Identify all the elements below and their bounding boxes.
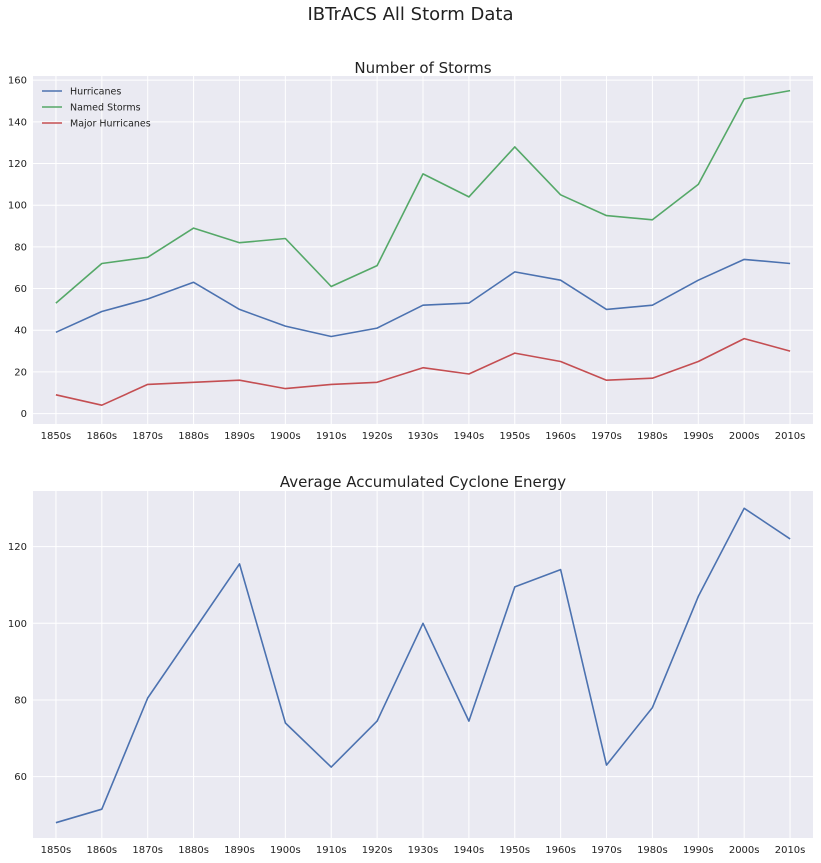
x-tick-label: 1970s <box>591 845 622 856</box>
x-tick-label: 1900s <box>270 845 301 856</box>
x-tick-label: 1880s <box>178 845 209 856</box>
chart-2: 1850s 1860s 1870s 1880s 1890s 1900s 1910s 1920s… <box>8 473 813 856</box>
x-tick-label: 1910s <box>316 431 347 442</box>
x-tick-label: 1860s <box>86 845 117 856</box>
legend-label-named-storms: Named Storms <box>70 103 141 114</box>
chart-title: Number of Storms <box>354 59 491 77</box>
figure-title: IBTrACS All Storm Data <box>307 4 514 25</box>
x-tick-label: 1870s <box>132 845 163 856</box>
x-tick-label: 1940s <box>454 431 485 442</box>
x-tick-label: 2010s <box>775 431 806 442</box>
x-tick-label: 1910s <box>316 845 347 856</box>
legend-label-major-hurricanes: Major Hurricanes <box>70 119 151 130</box>
legend-label-hurricanes: Hurricanes <box>70 87 121 98</box>
x-tick-label: 1980s <box>637 845 668 856</box>
x-tick-label: 2000s <box>729 845 760 856</box>
y-tick-label: 140 <box>8 117 27 128</box>
y-tick-label: 40 <box>14 326 27 337</box>
x-tick-label: 1930s <box>408 431 439 442</box>
x-tick-label: 2000s <box>729 431 760 442</box>
x-tick-label: 1920s <box>362 431 393 442</box>
x-tick-label: 1850s <box>41 845 72 856</box>
x-tick-label: 1950s <box>499 431 530 442</box>
x-tick-label: 1940s <box>454 845 485 856</box>
y-tick-label: 0 <box>21 409 27 420</box>
named-storms-line <box>55 89 791 304</box>
legend: Hurricanes Named Storms Major Hurricanes <box>42 87 151 130</box>
y-tick-label: 20 <box>14 367 27 378</box>
x-tick-label: 1930s <box>408 845 439 856</box>
y-tick-label: 80 <box>14 695 27 706</box>
x-tick-label: 1980s <box>637 431 668 442</box>
hurricanes-line <box>55 258 791 338</box>
x-tick-label: 1890s <box>224 431 255 442</box>
chart-title: Average Accumulated Cyclone Energy <box>280 473 566 491</box>
x-tick-label: 2010s <box>775 845 806 856</box>
major-hurricanes-line <box>55 337 791 407</box>
x-tick-label: 1850s <box>41 431 72 442</box>
chart-1: 1850s 1860s 1870s 1880s 1890s 1900s 1910s 1920s… <box>8 59 813 442</box>
x-tick-label: 1990s <box>683 431 714 442</box>
x-tick-label: 1950s <box>499 845 530 856</box>
x-tick-label: 1970s <box>591 431 622 442</box>
y-tick-label: 120 <box>8 159 27 170</box>
y-tick-label: 120 <box>8 542 27 553</box>
y-tick-label: 100 <box>8 201 27 212</box>
series-1-line <box>55 507 791 824</box>
y-tick-label: 100 <box>8 619 27 630</box>
x-tick-label: 1960s <box>545 845 576 856</box>
x-tick-label: 1990s <box>683 845 714 856</box>
x-tick-label: 1860s <box>86 431 117 442</box>
x-tick-label: 1920s <box>362 845 393 856</box>
y-tick-label: 160 <box>8 76 27 87</box>
y-tick-label: 80 <box>14 242 27 253</box>
x-tick-label: 1960s <box>545 431 576 442</box>
x-tick-label: 1870s <box>132 431 163 442</box>
y-tick-label: 60 <box>14 772 27 783</box>
y-tick-label: 60 <box>14 284 27 295</box>
x-tick-label: 1880s <box>178 431 209 442</box>
x-tick-label: 1890s <box>224 845 255 856</box>
x-tick-label: 1900s <box>270 431 301 442</box>
